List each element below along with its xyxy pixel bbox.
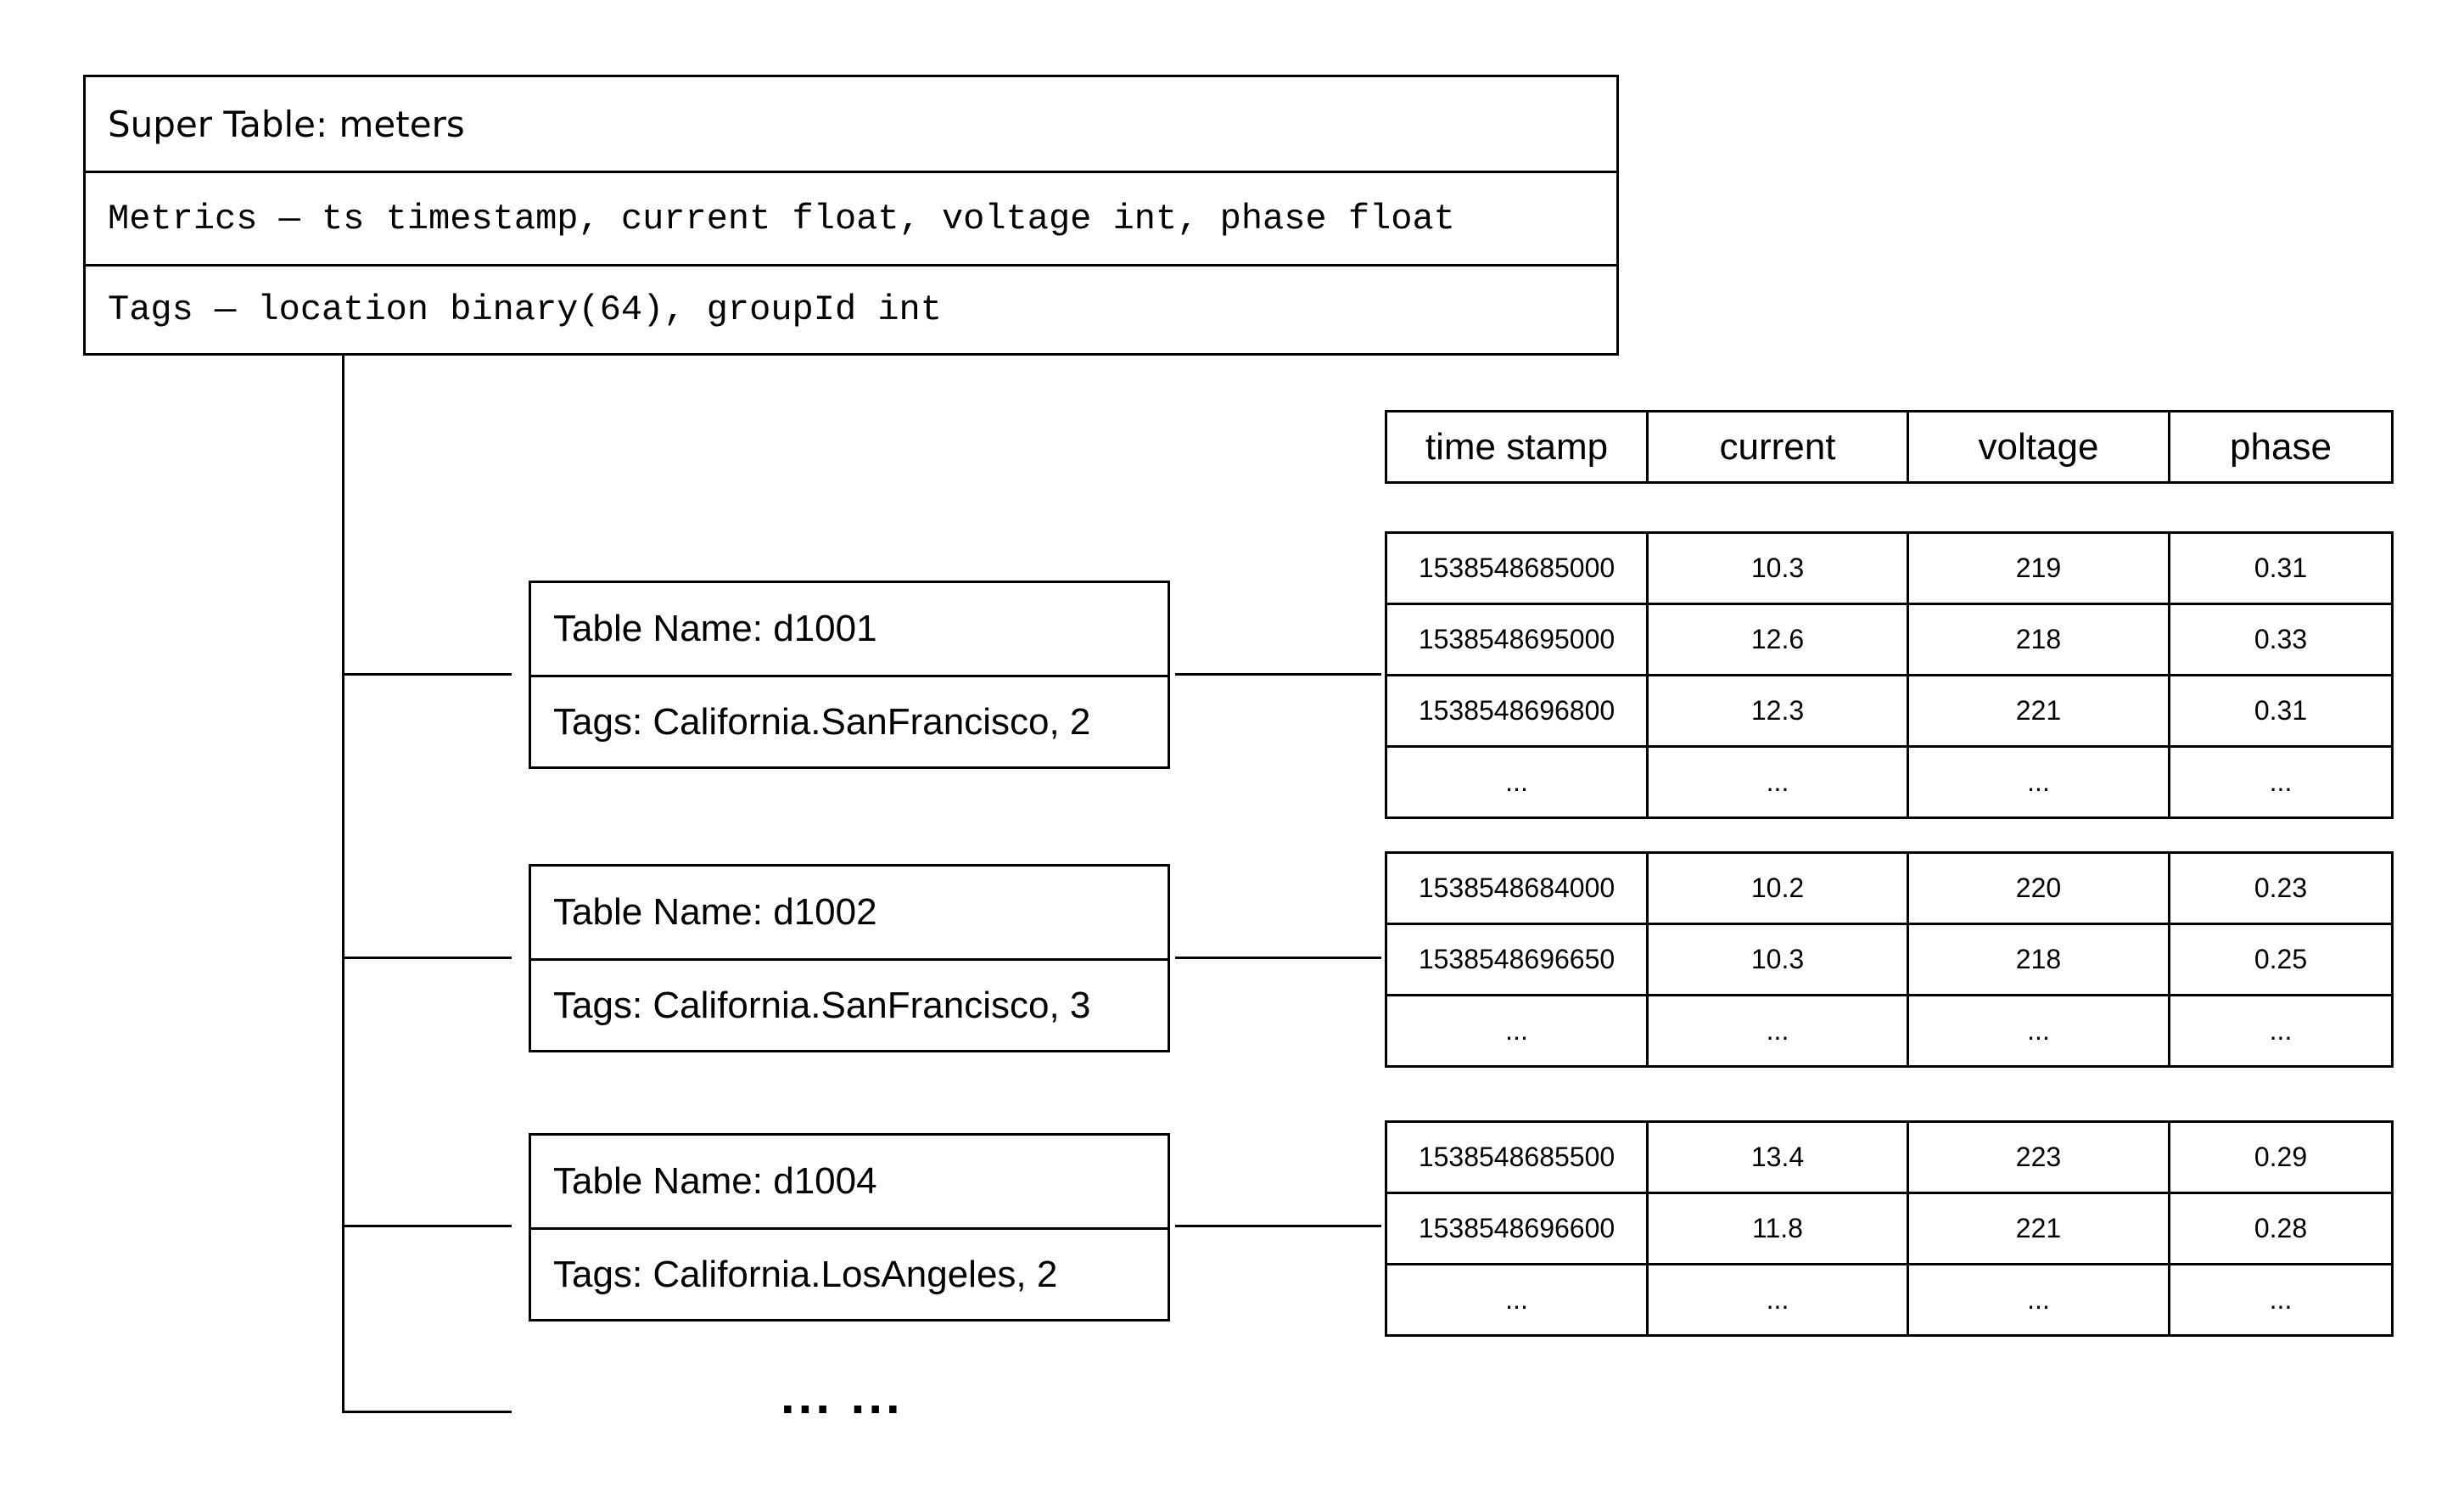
super-table-metrics: Metrics — ts timestamp, current float, v… <box>86 171 1616 264</box>
table-cell: 0.29 <box>2168 1120 2394 1194</box>
table-row: 1538548685500 13.4 223 0.29 <box>1385 1120 2394 1194</box>
table-cell: ... <box>2168 1263 2394 1337</box>
table-cell: 10.3 <box>1646 531 1909 605</box>
table-cell: 219 <box>1907 531 2170 605</box>
table-cell: 1538548685500 <box>1385 1120 1649 1194</box>
subtable-box-d1002: Table Name: d1002 Tags: California.SanFr… <box>529 864 1170 1052</box>
connector-line-2 <box>1175 957 1381 959</box>
table-cell: 223 <box>1907 1120 2170 1194</box>
table-cell: 10.3 <box>1646 923 1909 996</box>
table-cell: 13.4 <box>1646 1120 1909 1194</box>
table-cell: ... <box>2168 745 2394 819</box>
header-cell: phase <box>2168 410 2394 484</box>
branch-line-2 <box>342 957 512 959</box>
table-cell: 0.25 <box>2168 923 2394 996</box>
branch-line-1 <box>342 673 512 676</box>
column-header-table: time stamp current voltage phase <box>1385 410 2394 484</box>
table-row: 1538548696650 10.3 218 0.25 <box>1385 923 2394 996</box>
table-cell: 218 <box>1907 923 2170 996</box>
tree-trunk-line <box>342 356 344 1413</box>
table-cell: 1538548696600 <box>1385 1192 1649 1265</box>
table-cell: 12.3 <box>1646 674 1909 748</box>
table-cell: ... <box>1385 745 1649 819</box>
subtable-name: Table Name: d1001 <box>553 608 877 649</box>
table-row: ............ <box>1385 745 2394 819</box>
table-cell: 0.31 <box>2168 531 2394 605</box>
table-cell: 220 <box>1907 851 2170 925</box>
table-cell: ... <box>1646 745 1909 819</box>
table-cell: ... <box>1646 994 1909 1068</box>
table-row: 1538548696600 11.8 221 0.28 <box>1385 1192 2394 1265</box>
table-cell: 221 <box>1907 1192 2170 1265</box>
table-cell: 11.8 <box>1646 1192 1909 1265</box>
table-cell: 1538548695000 <box>1385 603 1649 676</box>
subtable-name: Table Name: d1002 <box>553 891 877 933</box>
header-cell: voltage <box>1907 410 2170 484</box>
table-cell: ... <box>1907 1263 2170 1337</box>
table-cell: 0.31 <box>2168 674 2394 748</box>
super-table-title: Super Table: meters <box>108 103 465 145</box>
table-cell: 1538548696650 <box>1385 923 1649 996</box>
subtable-tags: Tags: California.SanFrancisco, 2 <box>531 675 1168 766</box>
table-cell: 1538548684000 <box>1385 851 1649 925</box>
table-cell: ... <box>2168 994 2394 1068</box>
super-table-tags: Tags — location binary(64), groupId int <box>86 264 1616 353</box>
subtable-box-d1004: Table Name: d1004 Tags: California.LosAn… <box>529 1133 1170 1321</box>
header-cell: current <box>1646 410 1909 484</box>
table-cell: 0.28 <box>2168 1192 2394 1265</box>
branch-line-more <box>342 1411 512 1413</box>
table-cell: 10.2 <box>1646 851 1909 925</box>
table-cell: 1538548696800 <box>1385 674 1649 748</box>
table-row: ............ <box>1385 1263 2394 1337</box>
table-cell: ... <box>1907 994 2170 1068</box>
header-row: time stamp current voltage phase <box>1385 410 2394 484</box>
table-cell: 12.6 <box>1646 603 1909 676</box>
table-cell: ... <box>1907 745 2170 819</box>
table-cell: ... <box>1385 1263 1649 1337</box>
super-table-box: Super Table: meters Metrics — ts timesta… <box>83 75 1619 356</box>
connector-line-3 <box>1175 1225 1381 1227</box>
table-cell: ... <box>1385 994 1649 1068</box>
subtable-box-d1001: Table Name: d1001 Tags: California.SanFr… <box>529 581 1170 769</box>
table-row: 1538548684000 10.2 220 0.23 <box>1385 851 2394 925</box>
connector-line-1 <box>1175 673 1381 676</box>
data-table-d1004: 1538548685500 13.4 223 0.29 1538548696600 11.… <box>1385 1120 2394 1337</box>
table-row: 1538548695000 12.6 218 0.33 <box>1385 603 2394 676</box>
table-row: 1538548685000 10.3 219 0.31 <box>1385 531 2394 605</box>
table-cell: 0.33 <box>2168 603 2394 676</box>
table-cell: ... <box>1646 1263 1909 1337</box>
table-row: 1538548696800 12.3 221 0.31 <box>1385 674 2394 748</box>
header-cell: time stamp <box>1385 410 1649 484</box>
data-table-d1002: 1538548684000 10.2 220 0.23 1538548696650 10.… <box>1385 851 2394 1068</box>
table-row: ............ <box>1385 994 2394 1068</box>
subtable-name: Table Name: d1004 <box>553 1160 877 1202</box>
subtable-tags: Tags: California.SanFrancisco, 3 <box>531 958 1168 1050</box>
table-cell: 221 <box>1907 674 2170 748</box>
more-tables-ellipsis: ... ... <box>781 1367 904 1424</box>
table-cell: 0.23 <box>2168 851 2394 925</box>
data-table-d1001: 1538548685000 10.3 219 0.31 1538548695000 12.… <box>1385 531 2394 819</box>
subtable-tags: Tags: California.LosAngeles, 2 <box>531 1227 1168 1319</box>
branch-line-3 <box>342 1225 512 1227</box>
table-cell: 1538548685000 <box>1385 531 1649 605</box>
table-cell: 218 <box>1907 603 2170 676</box>
